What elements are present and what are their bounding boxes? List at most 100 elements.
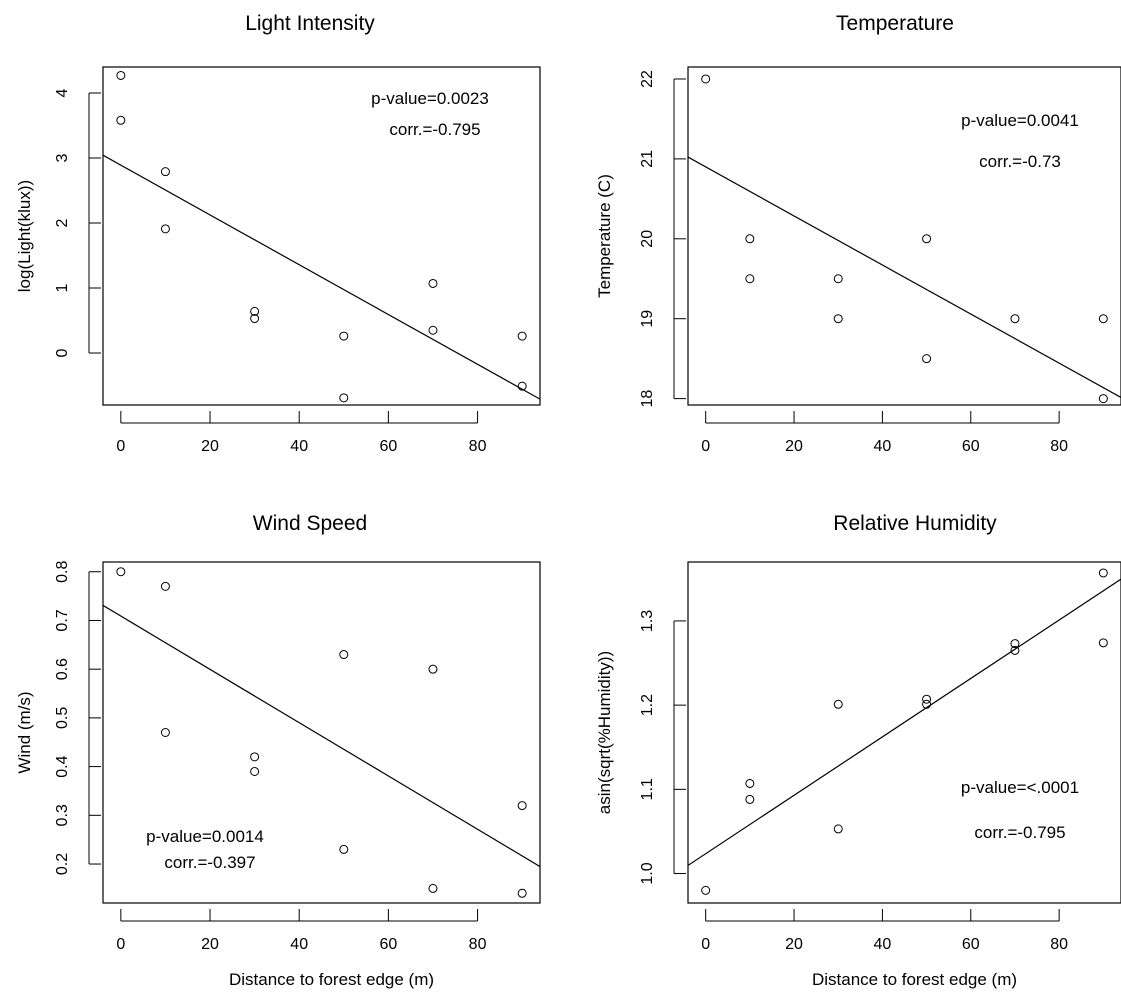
y-axis-label: Wind (m/s) <box>15 691 34 773</box>
data-point <box>116 70 126 80</box>
y-tick-label: 1.3 <box>639 610 656 632</box>
data-point <box>922 699 932 709</box>
plot-frame <box>687 66 1121 406</box>
data-point <box>1098 394 1108 404</box>
data-point <box>517 331 527 341</box>
x-tick-label: 60 <box>962 438 980 455</box>
y-tick-label: 0.3 <box>54 804 71 826</box>
x-tick-label: 20 <box>785 936 803 953</box>
chart-panel-2: Temperature 0 20 40 60 80 18 19 20 21 22 Temperatur… <box>595 12 1121 455</box>
data-point <box>339 331 349 341</box>
data-point <box>517 381 527 391</box>
stat-annotation: p-value=0.0041 <box>961 111 1079 130</box>
data-point <box>833 824 843 834</box>
x-tick-label: 40 <box>874 438 892 455</box>
regression-line <box>103 154 540 400</box>
data-point <box>116 567 126 577</box>
x-tick-label: 0 <box>701 438 710 455</box>
x-tick-label: 0 <box>116 438 125 455</box>
data-point <box>833 699 843 709</box>
data-point <box>1010 314 1020 324</box>
data-point <box>250 766 260 776</box>
data-point <box>339 650 349 660</box>
stat-annotation: corr.=-0.795 <box>974 823 1065 842</box>
stat-annotation: corr.=-0.795 <box>389 120 480 139</box>
stat-annotation: p-value=0.0014 <box>146 827 264 846</box>
x-axis-label: Distance to forest edge (m) <box>812 970 1017 989</box>
chart-title: Wind Speed <box>253 512 367 535</box>
stat-annotation: corr.=-0.73 <box>979 152 1061 171</box>
y-tick-label: 0 <box>54 348 71 357</box>
data-point <box>1098 314 1108 324</box>
x-tick-label: 0 <box>116 936 125 953</box>
y-tick-label: 1.0 <box>639 862 656 884</box>
data-point <box>160 581 170 591</box>
plot-frame <box>102 66 541 406</box>
data-point <box>250 306 260 316</box>
data-point <box>160 224 170 234</box>
y-tick-label: 0.4 <box>54 755 71 777</box>
data-point <box>1010 639 1020 649</box>
data-point <box>339 844 349 854</box>
x-tick-label: 20 <box>201 936 219 953</box>
y-axis-label: Temperature (C) <box>595 174 614 298</box>
data-point <box>922 234 932 244</box>
data-point <box>833 314 843 324</box>
y-tick-label: 4 <box>54 88 71 97</box>
y-tick-label: 3 <box>54 153 71 162</box>
x-tick-label: 40 <box>290 936 308 953</box>
stat-annotation: corr.=-0.397 <box>164 853 255 872</box>
y-axis-label: asin(sqrt(%Humidity)) <box>595 651 614 814</box>
x-tick-label: 20 <box>785 438 803 455</box>
data-point <box>745 778 755 788</box>
data-point <box>428 325 438 335</box>
data-point <box>1098 638 1108 648</box>
data-point <box>701 885 711 895</box>
plot-frame <box>687 561 1121 904</box>
x-tick-label: 80 <box>469 438 487 455</box>
chart-panel-4: Relative Humidity 0 20 40 60 80 1.0 1.1 1.2 1.3 as… <box>595 512 1121 989</box>
data-point <box>160 167 170 177</box>
data-point <box>517 801 527 811</box>
x-tick-label: 80 <box>469 936 487 953</box>
y-tick-label: 0.5 <box>54 707 71 729</box>
x-tick-label: 80 <box>1050 438 1068 455</box>
x-tick-label: 40 <box>874 936 892 953</box>
chart-title: Temperature <box>836 12 954 35</box>
data-point <box>428 664 438 674</box>
stat-annotation: p-value=0.0023 <box>371 89 489 108</box>
y-tick-label: 0.7 <box>54 609 71 631</box>
data-point <box>922 694 932 704</box>
x-tick-label: 60 <box>379 438 397 455</box>
data-point <box>339 393 349 403</box>
y-axis-label: log(Light(klux)) <box>15 180 34 292</box>
y-tick-label: 1.1 <box>639 778 656 800</box>
y-tick-label: 22 <box>639 70 656 88</box>
chart-panel-1: Light Intensity 0 20 40 60 80 0 1 2 3 4 log(Light(k… <box>15 12 541 455</box>
data-point <box>745 794 755 804</box>
data-point <box>1010 645 1020 655</box>
data-point <box>833 274 843 284</box>
x-axis-label: Distance to forest edge (m) <box>229 970 434 989</box>
x-tick-label: 60 <box>379 936 397 953</box>
data-point <box>428 883 438 893</box>
y-tick-label: 0.2 <box>54 853 71 875</box>
plot-frame <box>102 561 541 904</box>
x-tick-label: 20 <box>201 438 219 455</box>
x-tick-label: 40 <box>290 438 308 455</box>
data-point <box>160 728 170 737</box>
regression-line <box>688 578 1121 866</box>
y-tick-label: 0.8 <box>54 561 71 583</box>
y-tick-label: 19 <box>639 310 656 328</box>
chart-panel-3: Wind Speed 0 20 40 60 80 0.2 0.3 0.4 0.5 0.6 0.7 0.8… <box>15 512 541 989</box>
data-point <box>701 74 711 84</box>
stat-annotation: p-value=<.0001 <box>961 778 1079 797</box>
y-tick-label: 21 <box>639 150 656 168</box>
y-tick-label: 18 <box>639 390 656 408</box>
x-tick-label: 80 <box>1050 936 1068 953</box>
y-tick-label: 2 <box>54 218 71 227</box>
regression-line <box>103 604 540 868</box>
data-point <box>250 314 260 324</box>
data-point <box>250 752 260 762</box>
